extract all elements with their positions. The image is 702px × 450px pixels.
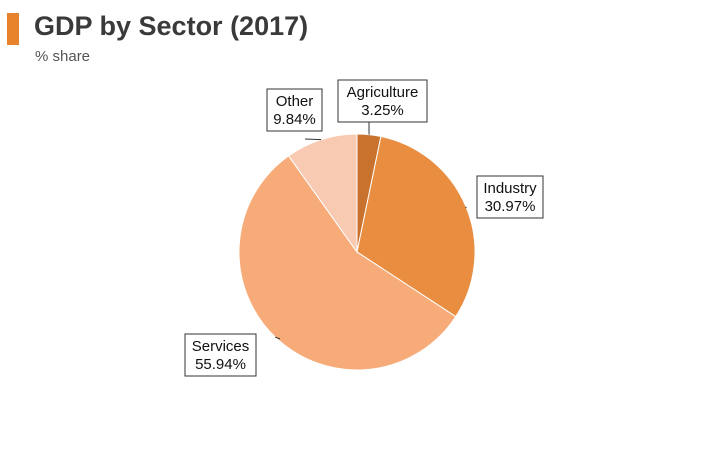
slice-name-label: Other bbox=[276, 93, 314, 110]
leader-line bbox=[275, 336, 281, 340]
slice-name-label: Services bbox=[192, 338, 250, 355]
slice-name-label: Industry bbox=[483, 180, 537, 197]
slice-value-label: 30.97% bbox=[485, 198, 536, 215]
slice-value-label: 9.84% bbox=[273, 111, 316, 128]
label-box bbox=[184, 333, 257, 377]
slice-value-label: 55.94% bbox=[195, 356, 246, 373]
label-box bbox=[337, 79, 428, 123]
chart-subtitle: % share bbox=[35, 48, 91, 65]
label-box bbox=[266, 88, 323, 132]
label-box bbox=[476, 175, 544, 219]
leader-line bbox=[304, 138, 322, 141]
slice-name-label: Agriculture bbox=[347, 84, 419, 101]
slice-value-label: 3.25% bbox=[361, 102, 404, 119]
pie-slice-services bbox=[238, 155, 457, 371]
title-accent-bar bbox=[7, 13, 19, 45]
pie-slice-other bbox=[287, 133, 358, 254]
chart-title: GDP by Sector (2017) bbox=[34, 11, 309, 41]
